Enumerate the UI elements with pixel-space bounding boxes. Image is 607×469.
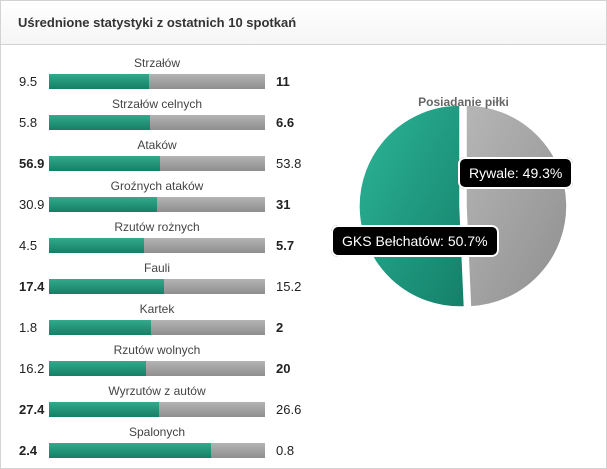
stat-bar xyxy=(49,197,265,212)
stat-home-value: 30.9 xyxy=(19,197,45,212)
stat-home-value: 27.4 xyxy=(19,402,45,417)
stat-label: Rzutów wolnych xyxy=(113,343,201,357)
stat-label: Fauli xyxy=(143,261,170,275)
stat-label: Wyrzutów z autów xyxy=(108,384,206,398)
possession-pie xyxy=(358,104,568,308)
stat-row: Groźnych ataków 30.9 31 xyxy=(1,177,311,218)
stat-bar-home-fill xyxy=(49,402,159,417)
stat-bar-home-fill xyxy=(49,238,145,253)
stat-bar-home-fill xyxy=(49,320,152,335)
stat-label: Kartek xyxy=(139,302,175,316)
stat-bar-home-fill xyxy=(49,74,150,89)
stat-away-value: 0.8 xyxy=(276,443,295,458)
stat-row: Ataków 56.9 53.8 xyxy=(1,136,311,177)
stat-bar xyxy=(49,238,265,253)
stats-list: Strzałów 9.5 11 Strzałów celnych 5.8 6.6 Atakó… xyxy=(1,54,311,464)
stat-away-value: 2 xyxy=(276,320,284,335)
panel-header: Uśrednione statystyki z ostatnich 10 spo… xyxy=(1,1,606,45)
stat-bar xyxy=(49,320,265,335)
stat-home-value: 17.4 xyxy=(19,279,45,294)
stat-home-value: 1.8 xyxy=(19,320,38,335)
stat-label: Strzałów xyxy=(133,56,180,70)
tooltip-home-possession: GKS Bełchatów: 50.7% xyxy=(331,225,499,257)
stat-bar xyxy=(49,115,265,130)
stat-row: Wyrzutów z autów 27.4 26.6 xyxy=(1,382,311,423)
stat-away-value: 5.7 xyxy=(276,238,295,253)
stat-bar xyxy=(49,74,265,89)
stat-home-value: 16.2 xyxy=(19,361,45,376)
stat-away-value: 26.6 xyxy=(276,402,302,417)
stat-row: Rzutów rożnych 4.5 5.7 xyxy=(1,218,311,259)
stat-label: Ataków xyxy=(137,138,177,152)
stat-bar-home-fill xyxy=(49,156,161,171)
stat-away-value: 53.8 xyxy=(276,156,302,171)
stat-row: Kartek 1.8 2 xyxy=(1,300,311,341)
stat-home-value: 9.5 xyxy=(19,74,38,89)
stat-away-value: 31 xyxy=(276,197,291,212)
stat-row: Rzutów wolnych 16.2 20 xyxy=(1,341,311,382)
stat-away-value: 11 xyxy=(276,74,290,89)
stat-bar xyxy=(49,443,265,458)
stat-label: Spalonych xyxy=(128,425,186,439)
stat-row: Spalonych 2.4 0.8 xyxy=(1,423,311,464)
stat-bar xyxy=(49,156,265,171)
stat-bar-home-fill xyxy=(49,443,211,458)
panel-title: Uśrednione statystyki z ostatnich 10 spo… xyxy=(18,15,297,30)
stat-home-value: 5.8 xyxy=(19,115,38,130)
stat-home-value: 56.9 xyxy=(19,156,45,171)
stat-bar xyxy=(49,402,265,417)
stat-away-value: 15.2 xyxy=(276,279,302,294)
stat-bar-home-fill xyxy=(49,361,146,376)
stat-label: Groźnych ataków xyxy=(110,179,204,193)
stat-label: Rzutów rożnych xyxy=(114,220,200,234)
chart-title: Posiadanie piłki xyxy=(418,95,509,109)
pie-slice-away[interactable] xyxy=(465,104,568,308)
stat-bar-home-fill xyxy=(49,115,151,130)
stat-row: Fauli 17.4 15.2 xyxy=(1,259,311,300)
stat-home-value: 4.5 xyxy=(19,238,38,253)
stat-label: Strzałów celnych xyxy=(111,97,203,111)
stat-away-value: 20 xyxy=(276,361,291,376)
stat-bar xyxy=(49,361,265,376)
stat-bar-home-fill xyxy=(49,279,165,294)
stat-bar-home-fill xyxy=(49,197,157,212)
tooltip-away-possession: Rywale: 49.3% xyxy=(458,157,574,189)
stat-away-value: 6.6 xyxy=(276,115,295,130)
possession-chart: Posiadanie piłki Rywale: 49.3% GKS Bełch… xyxy=(321,91,606,321)
stat-row: Strzałów celnych 5.8 6.6 xyxy=(1,95,311,136)
stat-row: Strzałów 9.5 11 xyxy=(1,54,311,95)
stat-bar xyxy=(49,279,265,294)
pie-slice-home[interactable] xyxy=(358,104,466,308)
stat-home-value: 2.4 xyxy=(19,443,38,458)
